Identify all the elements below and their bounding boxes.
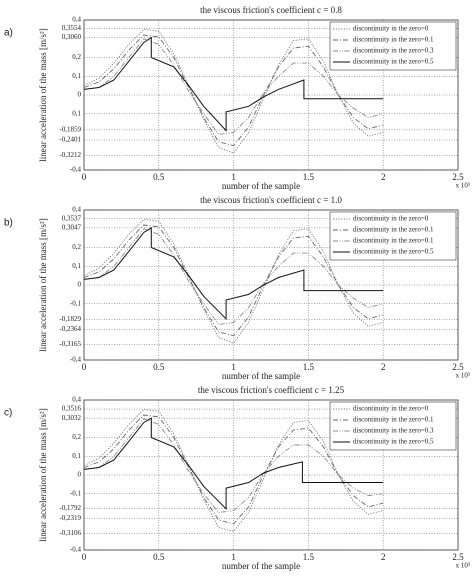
y-tick-label: -0,3106 xyxy=(59,529,81,537)
x-tick-label: 0 xyxy=(82,552,87,562)
y-tick-label: -0,1859 xyxy=(59,125,81,133)
y-tick-label: -0,1829 xyxy=(59,315,81,323)
x-tick-label: 1.5 xyxy=(303,362,315,372)
legend-label: discontinuity in the zero=0 xyxy=(353,215,429,223)
y-tick-label: 0,2 xyxy=(72,53,81,61)
legend-label: discontinuity in the zero=0 xyxy=(353,405,429,413)
x-tick-label: 1.5 xyxy=(303,172,315,182)
y-tick-label: -0,1792 xyxy=(59,504,81,512)
x-tick-label: 2.5 xyxy=(452,362,464,372)
legend-box xyxy=(329,21,457,71)
legend-label: discontinuity in the zero=0.1 xyxy=(353,416,434,424)
x-axis-label: number of the sample xyxy=(222,561,300,571)
series-line xyxy=(83,226,384,321)
y-tick-label: 0,2 xyxy=(72,433,81,441)
y-tick-label: 0,1 xyxy=(72,262,81,270)
y-tick-label: -0,4 xyxy=(70,546,82,554)
chart-title: the viscous friction's coefficient c = 1… xyxy=(200,195,342,205)
x-tick-label: 0 xyxy=(82,172,87,182)
panel-label: c) xyxy=(4,408,12,419)
x-tick-label: 0.5 xyxy=(153,172,165,182)
x-axis-note: x 10³ xyxy=(456,372,470,380)
y-tick-label: 0,3537 xyxy=(62,214,82,222)
series-line xyxy=(83,38,384,135)
legend-label: discontinuity in the zero=0.1 xyxy=(353,36,434,44)
x-tick-label: 1 xyxy=(231,552,236,562)
panel-label: b) xyxy=(4,218,13,229)
y-tick-label: 0,1 xyxy=(72,109,81,117)
y-tick-label: 0,1 xyxy=(72,72,81,80)
y-tick-label: 0 xyxy=(78,471,82,479)
y-tick-label: 0 xyxy=(78,91,82,99)
x-axis-note: x 10³ xyxy=(456,182,470,190)
y-tick-label: 0 xyxy=(78,281,82,289)
x-axis-label: number of the sample xyxy=(222,181,300,191)
x-tick-label: 0.5 xyxy=(153,362,165,372)
y-axis-label: linear acceleration of the mass [m/s²] xyxy=(38,408,48,541)
series-line xyxy=(83,224,384,337)
y-tick-label: 0,3047 xyxy=(62,223,82,231)
y-tick-label: -0,1 xyxy=(70,489,82,497)
legend-box xyxy=(329,211,457,261)
y-tick-label: -0,4 xyxy=(70,166,82,174)
y-tick-label: -0,1 xyxy=(70,299,82,307)
y-tick-label: 0,4 xyxy=(72,206,81,214)
y-tick-label: 0,3060 xyxy=(62,33,82,41)
y-tick-label: 0,1 xyxy=(72,452,81,460)
x-tick-label: 0.5 xyxy=(153,552,165,562)
x-tick-label: 2 xyxy=(381,172,386,182)
y-tick-label: -0,3165 xyxy=(59,340,81,348)
legend-label: discontinuity in the zero=0.5 xyxy=(353,58,434,66)
chart-panel: c) the viscous friction's coefficient c =… xyxy=(4,385,470,571)
y-tick-label: 0,4 xyxy=(72,396,81,404)
y-tick-label: -0,2364 xyxy=(59,325,81,333)
legend-label: discontinuity in the zero=0.5 xyxy=(353,248,434,256)
panel-label: a) xyxy=(4,28,13,39)
series-line xyxy=(83,418,384,513)
x-tick-label: 0 xyxy=(82,362,87,372)
y-tick-label: -0,3212 xyxy=(59,151,81,159)
y-tick-label: -0,4 xyxy=(70,356,82,364)
chart-title: the viscous friction's coefficient c = 0… xyxy=(200,5,342,15)
series-line xyxy=(83,34,384,147)
series-line xyxy=(83,414,384,525)
legend-label: discontinuity in the zero=0.1 xyxy=(353,237,434,245)
series-line xyxy=(83,417,384,511)
legend-label: discontinuity in the zero=0.3 xyxy=(353,427,434,435)
x-tick-label: 1 xyxy=(231,362,236,372)
y-tick-label: -0,2401 xyxy=(59,136,81,144)
x-tick-label: 2 xyxy=(381,362,386,372)
x-tick-label: 1 xyxy=(231,172,236,182)
x-tick-label: 1.5 xyxy=(303,552,315,562)
chart-title: the viscous friction's coefficient c = 1… xyxy=(198,385,345,395)
legend-label: discontinuity in the zero=0.3 xyxy=(353,47,434,55)
legend-label: discontinuity in the zero=0 xyxy=(353,25,429,33)
y-tick-label: -0,2319 xyxy=(59,514,81,522)
x-axis-note: x 10³ xyxy=(456,562,470,570)
x-tick-label: 2 xyxy=(381,552,386,562)
chart-panel: a) the viscous friction's coefficient c =… xyxy=(4,5,470,191)
y-tick-label: 0,4 xyxy=(72,16,81,24)
y-tick-label: 0,3032 xyxy=(62,414,82,422)
x-axis-label: number of the sample xyxy=(222,371,300,381)
chart-panel: b) the viscous friction's coefficient c =… xyxy=(4,195,470,381)
y-tick-label: 0,2 xyxy=(72,243,81,251)
legend-box xyxy=(329,401,457,451)
y-tick-label: 0,3516 xyxy=(62,405,82,413)
series-line xyxy=(83,228,384,325)
series-line xyxy=(83,36,384,132)
y-axis-label: linear acceleration of the mass [m/s²] xyxy=(38,28,48,161)
y-tick-label: 0,3554 xyxy=(62,24,82,32)
x-tick-label: 2.5 xyxy=(452,552,464,562)
y-axis-label: linear acceleration of the mass [m/s²] xyxy=(38,218,48,351)
legend-label: discontinuity in the zero=0.1 xyxy=(353,226,434,234)
legend-label: discontinuity in the zero=0.5 xyxy=(353,438,434,446)
x-tick-label: 2.5 xyxy=(452,172,464,182)
